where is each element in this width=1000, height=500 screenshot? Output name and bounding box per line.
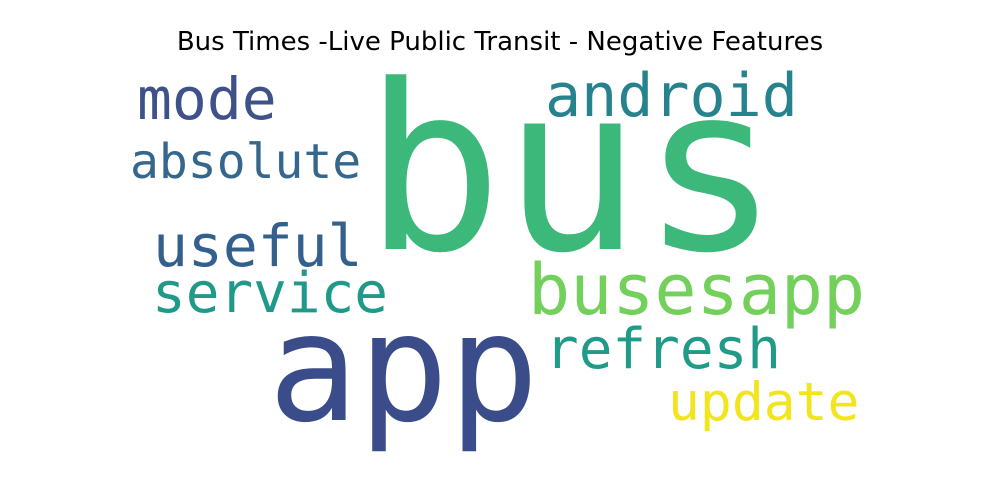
word-mode: mode (137, 65, 277, 133)
word-bus: bus (364, 37, 780, 304)
word-busesapp: busesapp (528, 249, 866, 331)
word-app: app (268, 282, 539, 456)
word-service: service (152, 261, 389, 326)
word-android: android (545, 61, 798, 131)
word-refresh: refresh (545, 317, 782, 382)
word-update: update (668, 372, 860, 433)
word-useful: useful (153, 212, 363, 280)
chart-title: Bus Times -Live Public Transit - Negativ… (176, 27, 824, 57)
word-absolute: absolute (130, 134, 362, 190)
